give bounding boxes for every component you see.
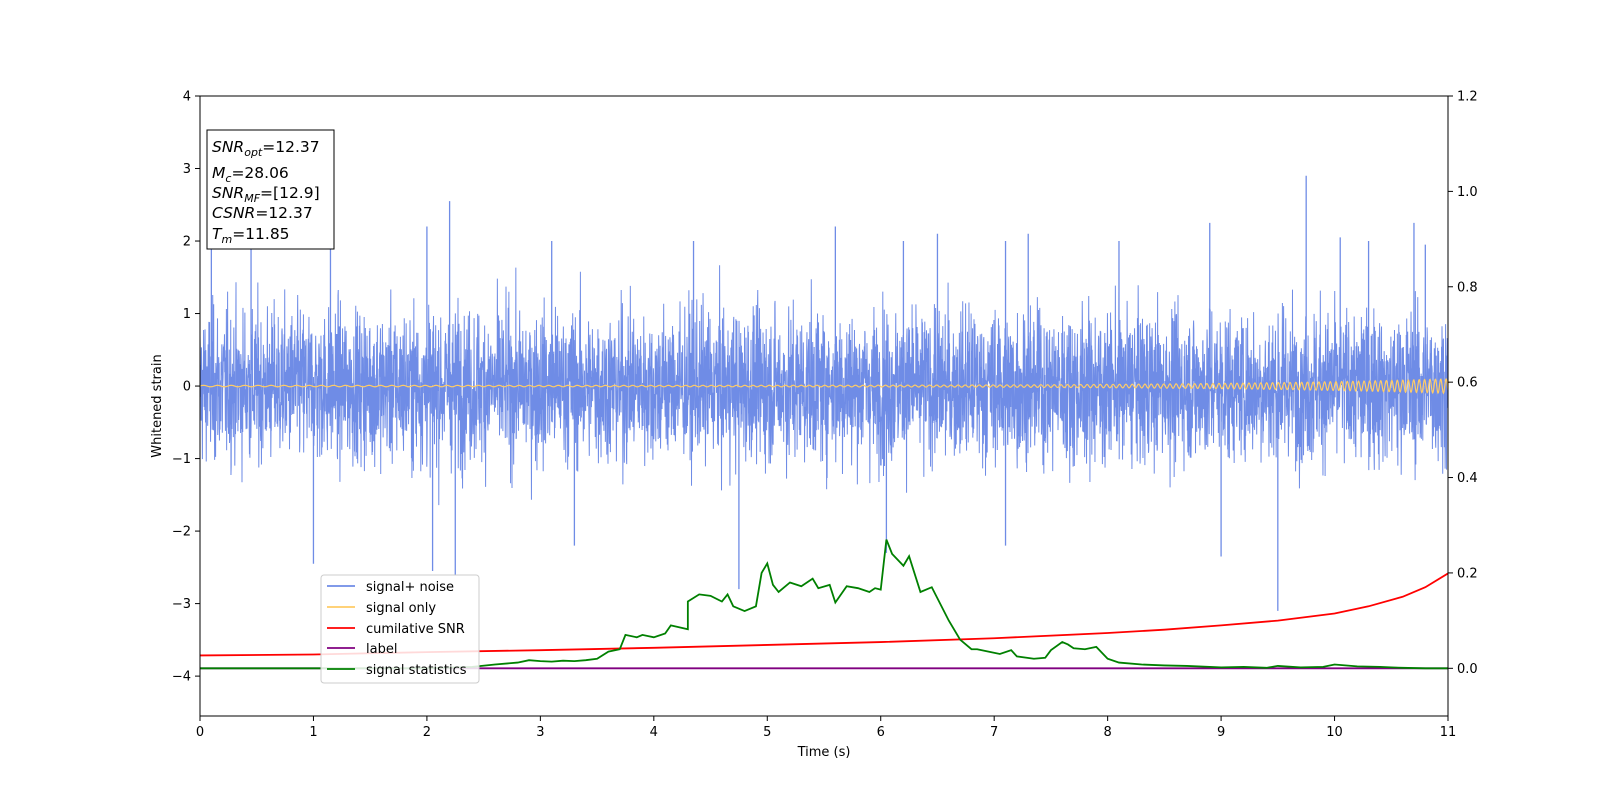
y-tick-label-right: 0.2	[1457, 566, 1478, 581]
tick-labels: 0 1 2 3 4 5 6 7 8 9 10 1143210−1−2−3−41.21.00.80.60…	[172, 90, 1478, 741]
x-tick-label: 10	[1326, 725, 1343, 740]
x-tick-label: 8	[1103, 725, 1111, 740]
legend: signal+ noise signal only cumilative SNR…	[320, 574, 480, 684]
info-box: SNRopt=12.37 Mc=28.06 SNRMF=[12.9] CSNR=…	[206, 129, 335, 250]
axes-frame	[199, 95, 1449, 717]
x-tick-label: 3	[536, 725, 544, 740]
y-tick-label-left: −3	[172, 597, 191, 612]
x-tick-label: 11	[1440, 725, 1457, 740]
x-tick-label: 2	[423, 725, 431, 740]
x-tick-label: 0	[196, 725, 204, 740]
info-line-tm: Tm=11.85	[212, 225, 290, 246]
y-tick-label-right: 1.2	[1457, 90, 1478, 105]
x-tick-label: 9	[1217, 725, 1225, 740]
axes	[199, 95, 1449, 717]
y-tick-label-left: 2	[183, 235, 191, 250]
y-tick-label-left: −4	[172, 670, 191, 685]
y-tick-label-right: 1.0	[1457, 185, 1478, 200]
y-tick-label-left: 3	[183, 162, 191, 177]
info-line-csnr: CSNR=12.37	[212, 204, 313, 222]
series-signal-statistics	[200, 539, 1448, 670]
series-signal-noise	[200, 265, 1448, 506]
y-tick-label-left: 0	[183, 380, 191, 395]
x-tick-label: 7	[990, 725, 998, 740]
x-tick-label: 6	[877, 725, 885, 740]
legend-label-label: label	[366, 642, 397, 657]
legend-label-cumulative-snr: cumilative SNR	[366, 622, 465, 637]
y-tick-label-left: −1	[172, 452, 191, 467]
y-tick-label-left: 4	[183, 90, 191, 105]
y-tick-label-right: 0.6	[1457, 376, 1478, 391]
legend-label-signal-noise: signal+ noise	[366, 580, 454, 595]
x-tick-label: 1	[309, 725, 317, 740]
y-tick-label-right: 0.0	[1457, 662, 1478, 677]
x-tick-label: 4	[650, 725, 658, 740]
series-signal-only	[200, 378, 1448, 395]
x-axis-label: Time (s)	[797, 745, 851, 760]
legend-frame	[320, 574, 480, 684]
info-box-frame	[206, 129, 335, 250]
legend-label-signal-statistics: signal statistics	[366, 663, 467, 678]
series-cumulative-snr	[200, 572, 1448, 657]
info-line-snr-mf: SNRMF=[12.9]	[212, 184, 320, 205]
x-tick-label: 5	[763, 725, 771, 740]
y-tick-label-left: 1	[183, 307, 191, 322]
legend-label-signal-only: signal only	[366, 601, 436, 616]
info-line-mc: Mc=28.06	[212, 164, 289, 185]
y-tick-label-left: −2	[172, 525, 191, 540]
y-axis-label: Whitened strain	[150, 354, 165, 457]
info-line-snr-opt: SNRopt=12.37	[212, 138, 320, 159]
y-tick-label-right: 0.4	[1457, 471, 1478, 486]
y-tick-label-right: 0.8	[1457, 280, 1478, 295]
